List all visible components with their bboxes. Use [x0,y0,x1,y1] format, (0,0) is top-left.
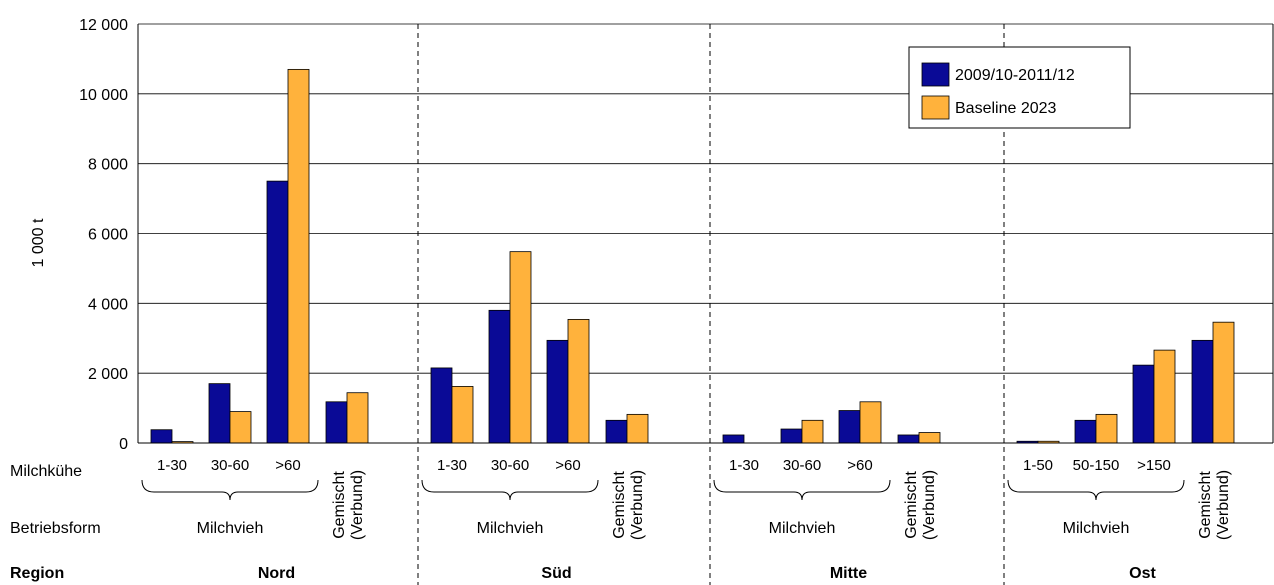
category-brace [141,479,319,501]
gemischt-label-line-1: Gemischt [1197,471,1214,539]
bar-series-1 [208,383,231,444]
bar-series-2 [509,251,532,444]
gemischt-label-line-1: Gemischt [611,471,628,539]
bar-series-1 [430,367,453,444]
legend-swatch-series-2 [921,95,950,120]
bar-series-2 [567,318,590,444]
gemischt-label-line-2: (Verbund) [921,470,938,540]
gemischt-label-line-2: (Verbund) [349,470,366,540]
row-label-betriebsform: Betriebsform [10,520,101,537]
category-label: 1-30 [729,457,759,474]
row-label-region: Region [10,565,64,582]
legend-label-series-1: 2009/10-2011/12 [955,67,1075,84]
region-label: Ost [1129,565,1156,582]
region-label: Mitte [830,565,867,582]
y-tick-label: 6 000 [88,227,128,244]
y-axis-label: 1 000 t [30,218,47,267]
row-label-milchkuehe: Milchkühe [10,463,82,480]
bar-series-2 [1095,413,1118,444]
y-tick-label: 8 000 [88,157,128,174]
betriebsform-label: Milchvieh [197,520,264,537]
y-tick-label: 4 000 [88,296,128,313]
bar-series-2 [287,68,310,444]
bar-series-2 [229,411,252,444]
legend-label-series-2: Baseline 2023 [955,100,1057,117]
betriebsform-label: Milchvieh [1063,520,1130,537]
bar-series-1 [897,434,920,444]
category-label: 30-60 [491,457,529,474]
legend-swatch-series-1 [921,62,950,87]
region-label: Süd [541,565,571,582]
category-label: >60 [555,457,580,474]
category-label: 1-30 [157,457,187,474]
gemischt-label-line-1: Gemischt [331,471,348,539]
legend: 2009/10-2011/12 Baseline 2023 [908,46,1131,129]
category-label: >150 [1137,457,1171,474]
y-tick-label: 10 000 [79,87,128,104]
bar-series-1 [605,419,628,444]
betriebsform-label: Milchvieh [769,520,836,537]
bar-series-2 [918,432,941,444]
bar-series-2 [801,419,824,444]
bar-series-1 [1074,419,1097,444]
bar-series-1 [780,428,803,444]
y-tick-label: 0 [119,436,128,453]
betriebsform-label: Milchvieh [477,520,544,537]
category-label: >60 [275,457,300,474]
gemischt-label-line-2: (Verbund) [629,470,646,540]
category-label: 1-30 [437,457,467,474]
category-brace [1007,479,1185,501]
bar-series-2 [626,413,649,444]
category-label: 30-60 [783,457,821,474]
grid-layer [138,23,1273,374]
category-label: 50-150 [1073,457,1120,474]
bar-series-1 [325,401,348,444]
axis-layer: 0 2 000 4 000 6 000 8 000 10 000 12 000 [79,17,1274,453]
bar-series-2 [346,392,369,444]
bar-series-1 [722,434,745,444]
bar-series-2 [859,401,882,444]
category-brace [713,479,891,501]
bar-series-1 [1191,339,1214,444]
category-label: 30-60 [211,457,249,474]
region-label: Nord [258,565,295,582]
bars-layer [150,68,1235,444]
bar-series-1 [546,339,569,444]
gemischt-label-line-2: (Verbund) [1215,470,1232,540]
bar-series-1 [266,180,289,444]
bar-series-2 [451,386,474,444]
bar-series-1 [838,410,861,444]
y-tick-label: 2 000 [88,366,128,383]
category-label: 1-50 [1023,457,1053,474]
bar-series-1 [1132,364,1155,444]
category-brace [421,479,599,501]
y-tick-label: 12 000 [79,17,128,34]
gemischt-label-line-1: Gemischt [903,471,920,539]
bar-series-1 [150,429,173,444]
bar-series-2 [1153,349,1176,444]
category-label: >60 [847,457,872,474]
bar-series-1 [488,309,511,444]
bar-series-2 [1212,321,1235,444]
